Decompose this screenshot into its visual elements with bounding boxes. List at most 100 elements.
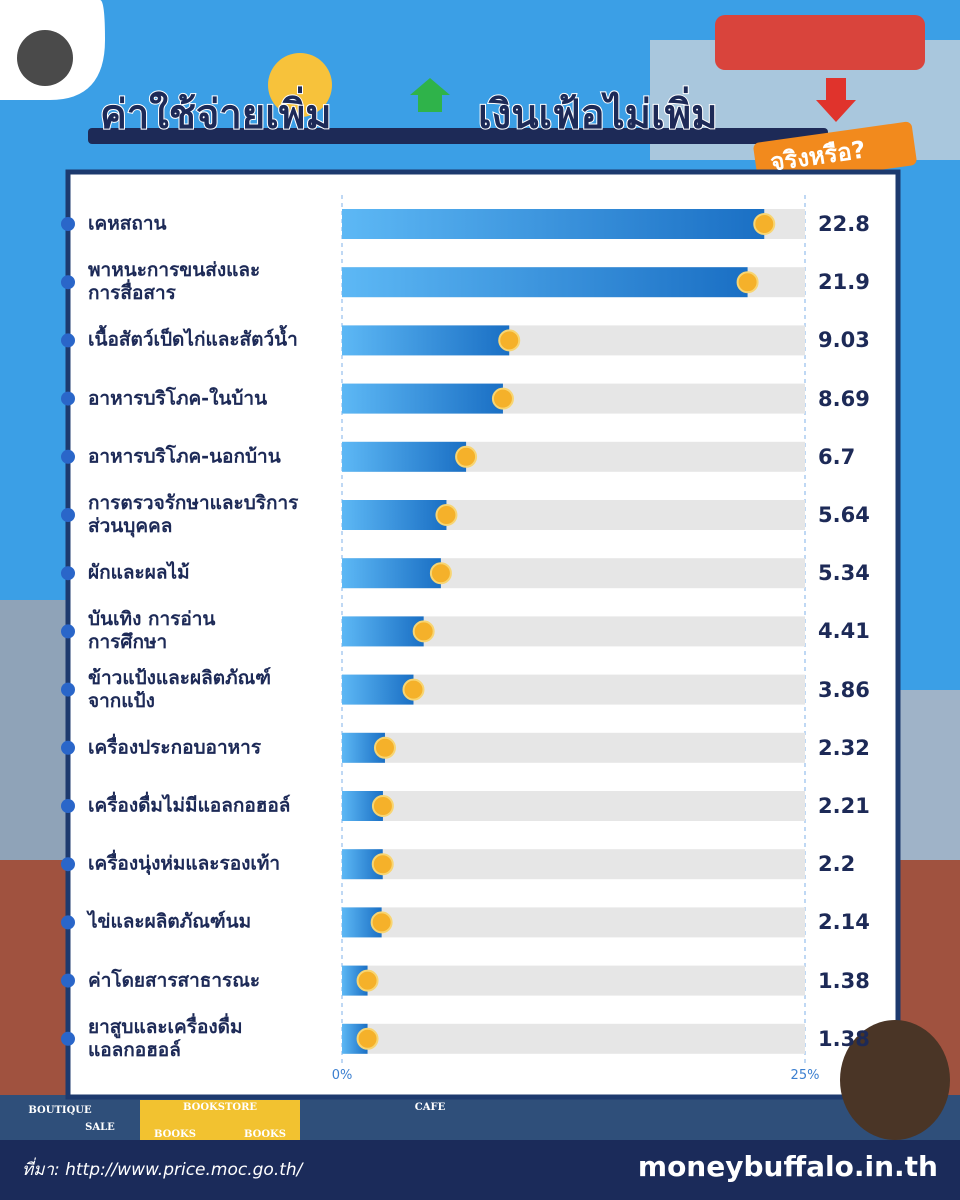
bar-marker	[455, 445, 478, 468]
bullet	[61, 682, 75, 697]
value-label: 2.21	[818, 794, 870, 818]
building	[900, 690, 960, 860]
logo	[17, 30, 73, 86]
bar-marker	[371, 853, 394, 876]
x-tick-label: 0%	[331, 1068, 353, 1083]
bar-marker	[736, 271, 759, 294]
source: ที่มา: http://www.price.moc.go.th/	[22, 1160, 303, 1180]
bullet	[61, 799, 75, 813]
bullet	[61, 508, 75, 522]
value-label: 1.38	[818, 1026, 870, 1051]
bullet	[61, 333, 75, 348]
footer-bar	[0, 1140, 960, 1200]
bar-marker	[402, 678, 425, 701]
bar-marker	[412, 620, 435, 643]
category-label: พาหนะการขนส่งและ การสื่อสาร	[88, 259, 261, 305]
value-label: 21.9	[818, 270, 870, 295]
bar-track	[342, 849, 805, 880]
category-label: ไข่และผลิตภัณฑ์นม	[88, 910, 252, 933]
bar-track	[342, 965, 805, 996]
bullet	[61, 391, 75, 406]
category-label: การตรวจรักษาและบริการ ส่วนบุคคล	[88, 492, 299, 537]
category-label: เคหสถาน	[88, 212, 167, 235]
title-left: ค่าใช้จ่ายเพิ่ม	[99, 91, 333, 139]
value-label: 2.14	[818, 910, 870, 935]
bar	[342, 325, 510, 356]
value-label: 1.38	[818, 968, 870, 993]
bullet	[61, 217, 75, 231]
shop-sign: BOUTIQUE	[28, 1105, 92, 1116]
bar	[342, 267, 748, 298]
value-label: 5.64	[818, 503, 870, 527]
sun	[268, 53, 332, 117]
category-label: ค่าโดยสารสาธารณะ	[88, 969, 261, 992]
bullet	[61, 740, 75, 755]
bar-track	[342, 1023, 805, 1054]
bar-marker	[498, 329, 521, 352]
value-label: 22.8	[818, 212, 870, 236]
x-tick-label: 25%	[790, 1068, 820, 1083]
brand: moneybuffalo.in.th	[637, 1150, 938, 1183]
bar	[342, 383, 503, 414]
bar-marker	[753, 213, 776, 235]
shop-sign: SALE	[85, 1122, 115, 1133]
shop-sign: BOOKS	[154, 1129, 196, 1140]
bullet	[61, 449, 75, 464]
category-label: เครื่องดื่มไม่มีแอลกอฮอล์	[88, 794, 291, 817]
value-label: 4.41	[818, 619, 870, 644]
bullet	[61, 275, 75, 290]
category-label: ข้าวแป้งและผลิตภัณฑ์ จากแป้ง	[88, 666, 272, 712]
shop-sign: BOOKS	[244, 1129, 286, 1140]
bar-marker	[370, 911, 393, 934]
category-label: อาหารบริโภค-นอกบ้าน	[88, 445, 281, 468]
bar	[342, 674, 414, 705]
up-arrow	[410, 78, 450, 112]
building	[0, 600, 70, 860]
bar-marker	[371, 795, 394, 817]
value-label: 2.2	[818, 852, 856, 877]
value-label: 6.7	[818, 444, 856, 469]
bullet	[61, 857, 75, 872]
bullet	[61, 973, 75, 988]
bookstore	[140, 1100, 300, 1140]
bar-marker	[435, 504, 458, 526]
bar	[342, 558, 441, 589]
value-label: 5.34	[818, 561, 870, 586]
bar-marker	[356, 1027, 379, 1050]
title-underline	[88, 128, 828, 144]
bullet	[61, 566, 75, 581]
shop-sign: CAFE	[415, 1102, 446, 1113]
bar-marker	[429, 562, 452, 585]
category-label: ผักและผลไม้	[88, 561, 190, 584]
bar-track	[342, 732, 805, 763]
bullet	[61, 624, 75, 639]
mascot	[840, 1020, 950, 1140]
value-label: 8.69	[818, 386, 870, 411]
value-label: 2.32	[818, 735, 870, 760]
shop-sign: BOOKSTORE	[183, 1102, 257, 1113]
bar	[342, 500, 447, 530]
category-label: เนื้อสัตว์เป็ดไก่และสัตว์น้ำ	[88, 328, 298, 351]
value-label: 9.03	[818, 328, 870, 353]
category-label: อาหารบริโภค-ในบ้าน	[88, 387, 268, 410]
bar-track	[342, 907, 805, 938]
category-label: บันเทิง การอ่าน การศึกษา	[88, 608, 216, 654]
title-right: เงินเฟ้อไม่เพิ่ม	[477, 91, 718, 139]
skytrain	[715, 15, 925, 70]
bar	[342, 441, 467, 472]
category-label: เครื่องประกอบอาหาร	[88, 736, 262, 759]
down-arrow	[816, 78, 856, 122]
bar	[342, 209, 765, 239]
bar	[342, 616, 424, 647]
bar-marker	[356, 969, 379, 992]
bar-marker	[373, 736, 396, 759]
bullet	[61, 915, 75, 930]
value-label: 3.86	[818, 677, 870, 702]
bar-track	[342, 791, 805, 821]
category-label: ยาสูบและเครื่องดื่ม แอลกอฮอล์	[88, 1015, 243, 1061]
bar-marker	[491, 387, 514, 410]
category-label: เครื่องนุ่งห่มและรองเท้า	[88, 852, 281, 875]
bullet	[61, 1031, 75, 1046]
